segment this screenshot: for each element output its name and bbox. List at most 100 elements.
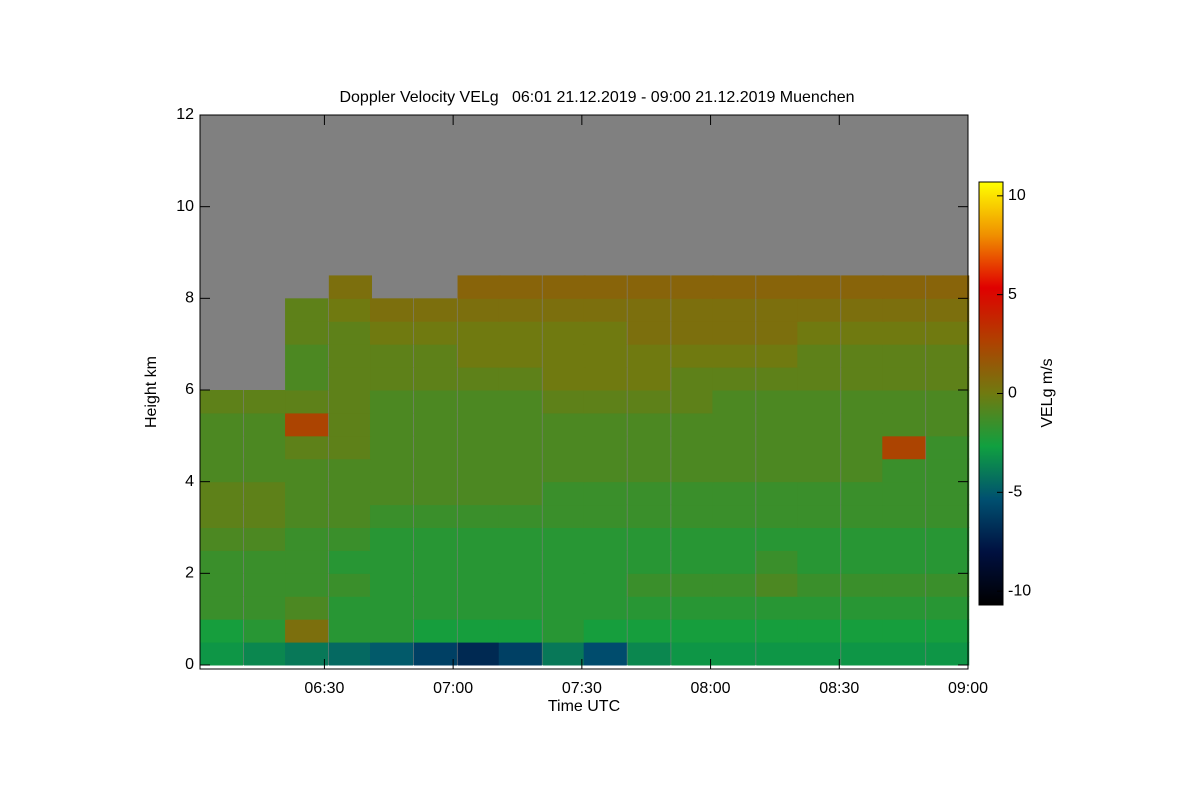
heatmap-cell bbox=[671, 481, 715, 506]
y-tick-label: 12 bbox=[176, 106, 194, 123]
heatmap-cell bbox=[756, 344, 800, 368]
heatmap-cell bbox=[797, 275, 841, 299]
heatmap-cell bbox=[882, 412, 926, 437]
heatmap-cell bbox=[627, 298, 671, 322]
heatmap-cell bbox=[542, 458, 586, 483]
heatmap-cell bbox=[413, 642, 457, 666]
heatmap-cell bbox=[841, 550, 885, 574]
heatmap-cell bbox=[797, 344, 841, 368]
heatmap-cell bbox=[542, 298, 586, 322]
heatmap-cell bbox=[926, 550, 970, 574]
heatmap-cell bbox=[457, 527, 501, 551]
heatmap-cell bbox=[583, 321, 627, 345]
heatmap-cell bbox=[671, 573, 715, 597]
heatmap-cell bbox=[882, 458, 926, 483]
heatmap-cell bbox=[498, 321, 542, 345]
heatmap-cell bbox=[542, 527, 586, 551]
heatmap-cell bbox=[285, 573, 329, 597]
heatmap-cell bbox=[583, 642, 627, 666]
heatmap-cell bbox=[583, 481, 627, 506]
heatmap-cell bbox=[457, 481, 501, 506]
heatmap-cell bbox=[542, 504, 586, 528]
heatmap-cell bbox=[200, 458, 244, 483]
heatmap-cell bbox=[627, 367, 671, 391]
heatmap-cell bbox=[542, 412, 586, 437]
heatmap-cell bbox=[243, 412, 288, 437]
heatmap-cell bbox=[542, 481, 586, 506]
heatmap-cell bbox=[756, 619, 800, 643]
heatmap-cell bbox=[200, 527, 244, 551]
heatmap-cell bbox=[671, 619, 715, 643]
heatmap-cell bbox=[498, 596, 542, 620]
heatmap-cell bbox=[756, 390, 800, 414]
heatmap-cell bbox=[457, 298, 501, 322]
plot-frame bbox=[199, 114, 969, 670]
heatmap-cell bbox=[797, 412, 841, 437]
heatmap-cell bbox=[413, 596, 457, 620]
heatmap-cell bbox=[797, 550, 841, 574]
heatmap-cell bbox=[370, 367, 414, 391]
heatmap-cell bbox=[756, 504, 800, 528]
heatmap-cell bbox=[328, 390, 372, 414]
heatmap-cell bbox=[200, 390, 244, 414]
x-tick-label: 06:30 bbox=[304, 680, 344, 697]
heatmap-cell bbox=[370, 390, 414, 414]
heatmap-cell bbox=[756, 321, 800, 345]
heatmap-cell bbox=[328, 481, 372, 506]
heatmap-cell bbox=[882, 298, 926, 322]
y-tick-label: 2 bbox=[185, 565, 194, 582]
heatmap-cell bbox=[797, 619, 841, 643]
heatmap-cell bbox=[583, 596, 627, 620]
heatmap-cell bbox=[926, 642, 970, 666]
heatmap-cell bbox=[926, 435, 970, 460]
heatmap-cell bbox=[882, 550, 926, 574]
heatmap-cell bbox=[457, 412, 501, 437]
heatmap-cell bbox=[457, 344, 501, 368]
colorbar-tick-label: -10 bbox=[1008, 582, 1031, 599]
heatmap-cell bbox=[797, 527, 841, 551]
heatmap-cell bbox=[926, 321, 970, 345]
heatmap-cell bbox=[712, 596, 756, 620]
heatmap-cell bbox=[243, 458, 288, 483]
heatmap-cell bbox=[457, 435, 501, 460]
heatmap-cell bbox=[542, 573, 586, 597]
heatmap-cell bbox=[627, 573, 671, 597]
x-tick-label: 08:00 bbox=[691, 680, 731, 697]
heatmap-cell bbox=[926, 481, 970, 506]
heatmap-cell bbox=[413, 344, 457, 368]
colorbar-tick-label: 10 bbox=[1008, 187, 1026, 204]
heatmap-cell bbox=[797, 298, 841, 322]
heatmap-cell bbox=[583, 275, 627, 299]
heatmap-cell bbox=[882, 390, 926, 414]
heatmap-cell bbox=[583, 573, 627, 597]
heatmap-cell bbox=[797, 642, 841, 666]
heatmap-cell bbox=[671, 367, 715, 391]
heatmap-cell bbox=[583, 435, 627, 460]
heatmap-cell bbox=[926, 275, 970, 299]
heatmap-cell bbox=[370, 527, 414, 551]
heatmap-cell bbox=[457, 596, 501, 620]
heatmap-cell bbox=[370, 458, 414, 483]
heatmap-cell bbox=[841, 527, 885, 551]
heatmap-cell bbox=[328, 321, 372, 345]
heatmap-cell bbox=[926, 504, 970, 528]
heatmap-cell bbox=[200, 619, 244, 643]
heatmap-cell bbox=[756, 481, 800, 506]
heatmap-cell bbox=[370, 321, 414, 345]
heatmap-cell bbox=[627, 344, 671, 368]
heatmap-cell bbox=[671, 596, 715, 620]
heatmap-cell bbox=[583, 412, 627, 437]
x-tick-label: 08:30 bbox=[819, 680, 859, 697]
heatmap-cell bbox=[882, 642, 926, 666]
heatmap-cell bbox=[285, 504, 329, 528]
heatmap-cell bbox=[285, 390, 329, 414]
heatmap-cell bbox=[797, 573, 841, 597]
heatmap-cell bbox=[243, 596, 288, 620]
heatmap-cell bbox=[200, 642, 244, 666]
heatmap-cell bbox=[498, 458, 542, 483]
heatmap-cell bbox=[498, 573, 542, 597]
heatmap-cell bbox=[671, 298, 715, 322]
heatmap-cell bbox=[671, 550, 715, 574]
heatmap-cell bbox=[797, 390, 841, 414]
heatmap-cell bbox=[583, 390, 627, 414]
